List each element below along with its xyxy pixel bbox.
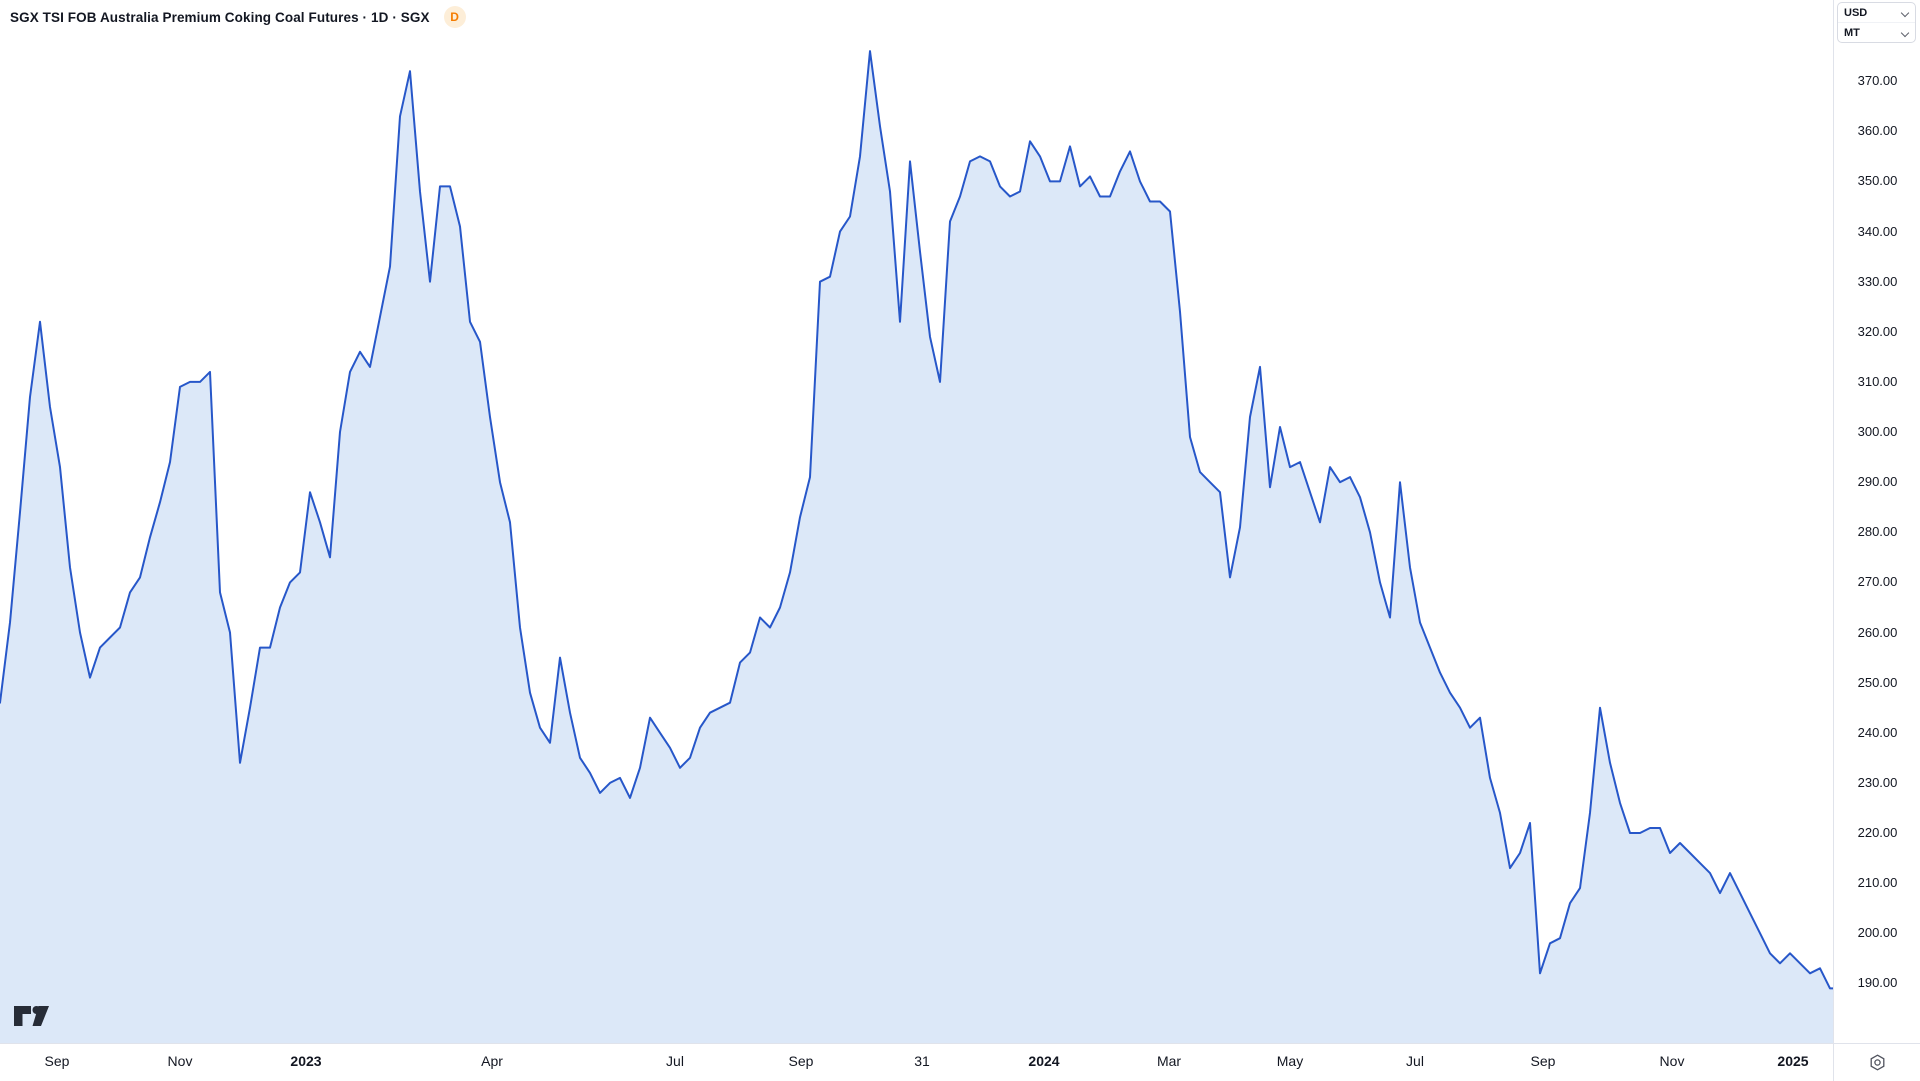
delayed-data-badge[interactable]: D (443, 6, 466, 28)
price-tick-label: 270.00 (1857, 574, 1898, 590)
axis-settings-button[interactable] (1833, 1043, 1920, 1081)
time-tick-label: Jul (1406, 1053, 1424, 1069)
price-tick-label: 190.00 (1857, 975, 1898, 991)
price-axis[interactable]: 370.00 360.00 350.00 340.00 330.00 320.00 310.… (1833, 0, 1920, 1043)
price-line (0, 50, 1833, 990)
price-tick-label: 290.00 (1857, 474, 1898, 490)
time-tick-label: Jul (666, 1053, 684, 1069)
time-tick-label: 2023 (290, 1053, 322, 1069)
price-tick-label: 250.00 (1857, 674, 1898, 690)
price-tick-label: 370.00 (1857, 73, 1898, 89)
price-tick-label: 310.00 (1857, 373, 1898, 389)
price-tick-label: 240.00 (1857, 724, 1898, 740)
gear-icon (1870, 1054, 1885, 1071)
time-tick-label: Sep (1530, 1053, 1556, 1069)
time-tick-label: Apr (481, 1053, 503, 1069)
time-tick-label: May (1276, 1053, 1304, 1069)
chevron-down-icon (1902, 29, 1909, 36)
price-tick-label: 350.00 (1857, 173, 1898, 189)
symbol-title[interactable]: SGX TSI FOB Australia Premium Coking Coa… (10, 9, 430, 25)
price-tick-label: 210.00 (1857, 875, 1898, 891)
chevron-down-icon (1902, 9, 1909, 16)
time-tick-label: 2024 (1028, 1053, 1060, 1069)
time-tick-label: Sep (44, 1053, 70, 1069)
price-tick-label: 220.00 (1857, 824, 1898, 840)
area-fill (0, 51, 1833, 1043)
price-tick-label: 340.00 (1857, 223, 1898, 239)
price-tick-label: 260.00 (1857, 624, 1898, 640)
price-tick-label: 300.00 (1857, 424, 1898, 440)
price-tick-label: 320.00 (1857, 323, 1898, 339)
chart-legend: SGX TSI FOB Australia Premium Coking Coa… (10, 6, 466, 28)
time-tick-label: Sep (788, 1053, 814, 1069)
time-tick-label: 2025 (1777, 1053, 1809, 1069)
price-area-chart (0, 50, 1833, 1043)
time-tick-label: 31 (914, 1053, 930, 1069)
unit-dropdown-value: MT (1844, 26, 1860, 39)
price-tick-label: 280.00 (1857, 524, 1898, 540)
price-tick-label: 360.00 (1857, 123, 1898, 139)
unit-selector-group: USD MT (1837, 2, 1916, 43)
chart-plot-area[interactable]: SGX TSI FOB Australia Premium Coking Coa… (0, 0, 1833, 1043)
time-tick-label: Nov (167, 1053, 193, 1069)
currency-dropdown-value: USD (1844, 6, 1868, 19)
price-tick-label: 230.00 (1857, 774, 1898, 790)
price-tick-label: 200.00 (1857, 925, 1898, 941)
tradingview-logo-icon (12, 1000, 52, 1030)
time-axis[interactable]: Sep Nov 2023 Apr Jul Sep 31 2024 Mar May Jul Sep Nov… (0, 1043, 1833, 1081)
time-tick-label: Mar (1156, 1053, 1182, 1069)
currency-dropdown[interactable]: USD (1838, 3, 1915, 22)
unit-dropdown[interactable]: MT (1838, 22, 1915, 42)
price-tick-label: 330.00 (1857, 273, 1898, 289)
time-tick-label: Nov (1659, 1053, 1685, 1069)
